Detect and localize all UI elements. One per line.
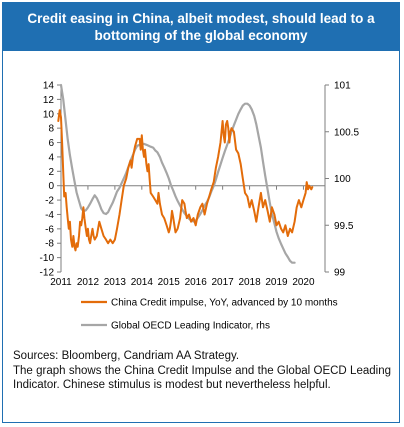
- x-tick-label: 2013: [104, 277, 127, 288]
- left-tick-label: -8: [45, 239, 54, 250]
- left-tick-label: 4: [48, 152, 54, 163]
- left-tick-label: 6: [48, 138, 54, 149]
- sources-text: Sources: Bloomberg, Candriam AA Strategy…: [13, 350, 240, 362]
- chart-card: Credit easing in China, albeit modest, s…: [2, 2, 400, 423]
- x-tick-label: 2018: [238, 277, 261, 288]
- chart-title: Credit easing in China, albeit modest, s…: [3, 3, 399, 51]
- left-tick-label: 2: [48, 167, 54, 178]
- left-tick-label: 0: [48, 181, 54, 192]
- chart-title-line-1: Credit easing in China, albeit modest, s…: [27, 11, 375, 26]
- left-tick-label: -10: [40, 253, 55, 264]
- x-tick-label: 2019: [265, 277, 288, 288]
- right-tick-label: 99.5: [334, 221, 354, 232]
- right-tick-label: 100: [334, 174, 351, 185]
- right-tick-label: 100.5: [334, 127, 359, 138]
- chart-title-line-2: bottoming of the global economy: [94, 28, 308, 43]
- left-tick-label: 10: [43, 109, 55, 120]
- series-line-oecd-leading-indicator: [59, 83, 296, 264]
- x-tick-label: 2016: [185, 277, 208, 288]
- chart-plot: -12 -10 -8 -6 -4 -2 0 2 4 6 8 10 12 14 99 99.5 100 100.5…: [40, 81, 360, 332]
- left-tick-label: -4: [45, 210, 54, 221]
- left-tick-label: 12: [43, 95, 55, 106]
- x-tick-label: 2017: [212, 277, 235, 288]
- left-tick-label: -12: [40, 268, 55, 279]
- legend-label: Global OECD Leading Indicator, rhs: [111, 321, 270, 332]
- description-text: The graph shows the China Credit Impulse…: [13, 364, 391, 392]
- x-tick-label: 2020: [292, 277, 315, 288]
- right-tick-label: 99: [334, 268, 346, 279]
- x-tick-label: 2011: [50, 277, 72, 288]
- x-tick-label: 2012: [77, 277, 100, 288]
- right-tick-label: 101: [334, 81, 351, 92]
- left-tick-label: 14: [43, 81, 55, 92]
- x-tick-label: 2014: [131, 277, 154, 288]
- series-line-china-credit-impulse: [57, 109, 314, 252]
- x-tick-label: 2015: [158, 277, 181, 288]
- left-tick-label: -6: [45, 224, 54, 235]
- legend-label: China Credit impulse, YoY, advanced by 1…: [111, 298, 338, 309]
- left-tick-label: -2: [45, 196, 54, 207]
- chart-sources-note: Sources: Bloomberg, Candriam AA Strategy…: [13, 349, 391, 393]
- left-tick-label: 8: [48, 124, 54, 135]
